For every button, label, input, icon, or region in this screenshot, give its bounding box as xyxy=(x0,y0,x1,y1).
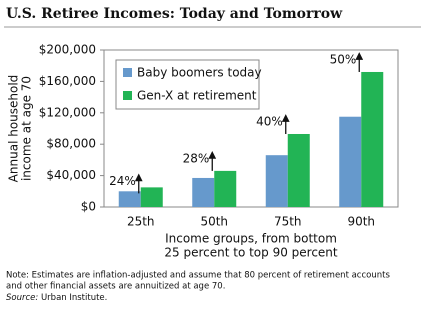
chart-title: U.S. Retiree Incomes: Today and Tomorrow xyxy=(6,6,343,22)
y-tick-label: $200,000 xyxy=(39,43,96,57)
x-tick-label: 75th xyxy=(274,215,302,229)
plot-frame xyxy=(103,49,399,208)
source-text: Urban Institute. xyxy=(41,293,107,303)
note-line: and other financial assets are annuitize… xyxy=(6,282,225,292)
annotation: 28% xyxy=(183,151,210,165)
x-tick-label: 90th xyxy=(347,215,375,229)
legend-label: Baby boomers today xyxy=(137,66,262,80)
bar xyxy=(361,71,384,207)
y-tick-label: $80,000 xyxy=(46,137,96,151)
legend-swatch xyxy=(123,68,132,77)
y-tick-label: $40,000 xyxy=(46,168,96,182)
x-axis-label-line: Income groups, from bottom xyxy=(165,232,337,246)
x-tick-label: 25th xyxy=(127,215,155,229)
source: Source: Urban Institute. xyxy=(6,293,107,303)
bar xyxy=(118,191,141,207)
annotation: 50% xyxy=(330,52,357,66)
annotation: 24% xyxy=(109,174,136,188)
bar xyxy=(339,116,362,207)
y-tick-label: $0 xyxy=(81,200,96,214)
y-axis-label: Annual household income at age 70 xyxy=(7,75,34,183)
note-line: Note: Estimates are inflation-adjusted a… xyxy=(6,271,390,281)
bar xyxy=(287,133,310,207)
bar xyxy=(214,170,237,207)
bar xyxy=(140,187,163,207)
y-tick-label: $120,000 xyxy=(39,105,96,119)
legend-box xyxy=(115,59,260,110)
annotation: 40% xyxy=(256,114,283,128)
source-label: Source: xyxy=(6,293,38,303)
bar xyxy=(192,177,215,207)
y-axis-label-line: income at age 70 xyxy=(20,76,34,181)
x-axis-label-line: 25 percent to top 90 percent xyxy=(164,246,338,260)
x-tick-label: 50th xyxy=(200,215,228,229)
y-tick-label: $160,000 xyxy=(39,74,96,88)
legend-label: Gen-X at retirement xyxy=(137,89,257,103)
y-axis-label-line: Annual household xyxy=(7,75,21,183)
bar xyxy=(265,155,288,207)
legend-swatch xyxy=(123,91,132,100)
